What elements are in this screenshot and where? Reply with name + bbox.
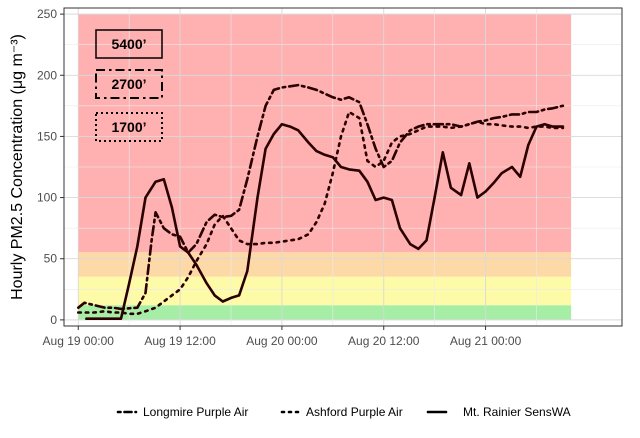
x-tick-label: Aug 21 00:00 (450, 334, 522, 348)
legend-item: Ashford Purple Air (280, 405, 403, 419)
y-tick-label: 250 (37, 7, 57, 21)
series-line-mt-rainier-senswa (85, 122, 565, 321)
aqi-band-1 (78, 276, 572, 306)
legend-item: Longmire Purple Air (116, 405, 248, 419)
y-axis-title: Hourly PM2.5 Concentration (μg m⁻³) (9, 34, 26, 300)
grid (64, 8, 622, 326)
aqi-bands (78, 14, 572, 320)
series-line-longmire-purple-air (77, 83, 565, 311)
aqi-band-0 (78, 305, 572, 320)
x-axis-ticks: Aug 19 00:00 Aug 19 12:00 Aug 20 00:00 Aug … (43, 326, 522, 348)
legend: Longmire Purple Air Ashford Purple Air Mt.… (116, 405, 571, 419)
x-tick-label: Aug 19 00:00 (43, 334, 115, 348)
legend-label: Longmire Purple Air (143, 405, 248, 419)
inset-label-text: 2700’ (111, 76, 146, 92)
inset-label-dashdot: 2700’ (95, 69, 163, 99)
inset-label-box (95, 112, 163, 142)
inset-label-text: 1700’ (111, 119, 146, 135)
aqi-band-2 (78, 252, 572, 277)
y-tick-label: 50 (44, 252, 58, 266)
legend-item: Mt. Rainier SensWA (426, 405, 571, 419)
series-lines (77, 83, 565, 321)
y-tick-label: 100 (37, 191, 57, 205)
legend-label: Ashford Purple Air (306, 405, 403, 419)
inset-label-solid: 5400’ (95, 29, 163, 59)
plot-frame (63, 7, 623, 327)
y-tick-label: 0 (50, 313, 57, 327)
y-axis-ticks: 0 50 100 150 200 250 (37, 7, 64, 327)
x-tick-label: Aug 20 12:00 (348, 334, 420, 348)
inset-label-box (95, 69, 163, 99)
elevation-inset-labels: 5400’ 2700’ 1700’ (95, 29, 163, 142)
series-line-ashford-purple-air (77, 110, 565, 316)
inset-label-text: 5400’ (111, 36, 146, 52)
inset-label-box (95, 29, 163, 59)
y-tick-label: 200 (37, 68, 57, 82)
aqi-band-3 (78, 14, 572, 253)
x-tick-label: Aug 20 00:00 (246, 334, 318, 348)
inset-label-dotted: 1700’ (95, 112, 163, 142)
legend-label: Mt. Rainier SensWA (463, 405, 571, 419)
y-tick-label: 150 (37, 129, 57, 143)
x-tick-label: Aug 19 12:00 (144, 334, 216, 348)
